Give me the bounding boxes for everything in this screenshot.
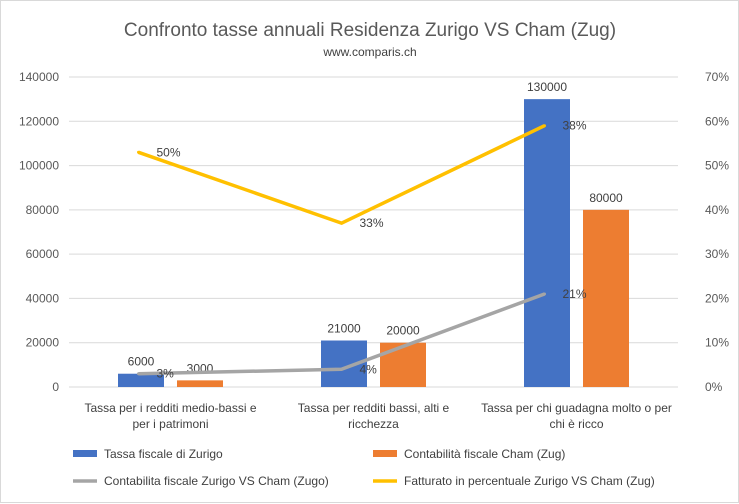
legend-label: Contabilita fiscale Zurigo VS Cham (Zugo… (104, 474, 329, 488)
bar-data-label: 80000 (589, 191, 623, 205)
y-right-tick-label: 40% (705, 203, 729, 217)
bar (118, 373, 164, 387)
category-label: Tassa per i redditi medio-bassi e per i p… (84, 401, 256, 431)
y-left-tick-label: 100000 (19, 159, 59, 173)
legend-swatch (73, 450, 97, 457)
chart-subtitle: www.comparis.ch (322, 45, 416, 59)
y-left-tick-label: 20000 (26, 336, 60, 350)
category-label: Tassa per chi guadagna molto o per chi è … (481, 401, 672, 431)
y-right-tick-label: 50% (705, 159, 729, 173)
bar-data-label: 21000 (327, 322, 361, 336)
bar-data-label: 130000 (527, 80, 567, 94)
y-right-tick-label: 30% (705, 247, 729, 261)
bar (380, 342, 426, 387)
y-right-tick-label: 70% (705, 70, 729, 84)
bar-data-label: 6000 (128, 355, 155, 369)
y-right-tick-label: 60% (705, 114, 729, 128)
y-left-tick-label: 60000 (26, 247, 60, 261)
y-left-tick-label: 120000 (19, 114, 59, 128)
line-point (340, 367, 343, 371)
line-data-label: 33% (360, 216, 384, 230)
bar (583, 209, 629, 387)
category-label: Tassa per redditi bassi, alti e ricchezza (298, 401, 450, 431)
y-left-tick-label: 140000 (19, 70, 59, 84)
y-right-tick-label: 10% (705, 336, 729, 350)
y-left-tick-label: 40000 (26, 291, 60, 305)
y-right-tick-label: 0% (705, 380, 723, 394)
bar (177, 380, 223, 387)
bar (524, 99, 570, 388)
chart-title: Confronto tasse annuali Residenza Zurigo… (124, 20, 616, 41)
line-data-label: 50% (157, 145, 181, 159)
line-data-label: 38% (563, 119, 587, 133)
series-line (137, 124, 546, 225)
line-point (543, 292, 546, 296)
y-left-tick-label: 80000 (26, 203, 60, 217)
line-point (137, 372, 140, 376)
line-data-label: 4% (360, 362, 378, 376)
line-data-label: 21% (563, 287, 587, 301)
line-point (543, 124, 546, 128)
line-data-label: 3% (157, 367, 175, 381)
legend-label: Fatturato in percentuale Zurigo VS Cham … (404, 474, 655, 488)
legend-label: Contabilità fiscale Cham (Zug) (404, 447, 565, 461)
legend-swatch (373, 450, 397, 457)
line-point (137, 150, 140, 154)
line-point (340, 221, 343, 225)
legend-label: Tassa fiscale di Zurigo (104, 447, 223, 461)
y-right-tick-label: 20% (705, 291, 729, 305)
y-left-tick-label: 0 (52, 380, 59, 394)
bar-data-label: 20000 (386, 324, 420, 338)
